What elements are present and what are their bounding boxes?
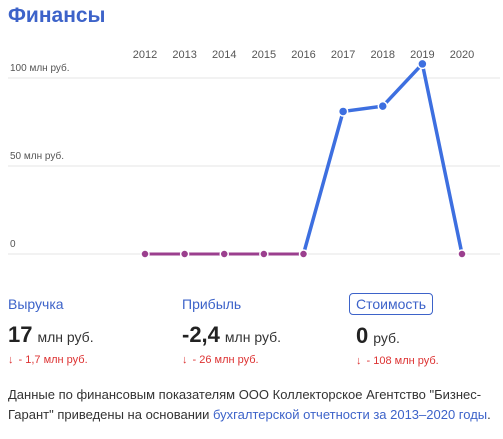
data-point[interactable]: [417, 58, 428, 70]
x-tick-label: 2015: [252, 49, 276, 61]
series-segment: [381, 62, 425, 108]
data-point[interactable]: [298, 249, 309, 259]
data-point[interactable]: [219, 249, 229, 259]
series-segment: [341, 104, 385, 114]
accounting-report-link[interactable]: бухгалтерской отчетности за 2013–2020 го…: [213, 407, 488, 422]
metric-profit-number: -2,4: [182, 322, 220, 347]
metric-revenue-delta: ↓ - 1,7 млн руб.: [8, 354, 94, 366]
metric-revenue-value: 17 млн руб.: [8, 322, 94, 348]
metric-cost-number: 0: [356, 323, 369, 348]
metric-value-cost: Стоимость 0 руб. ↓ - 108 млн руб.: [349, 293, 439, 367]
metric-profit-delta: ↓ - 26 млн руб.: [182, 354, 281, 366]
note-end: .: [487, 407, 491, 422]
y-tick-label: 50 млн руб.: [10, 150, 64, 162]
metric-profit-unit: млн руб.: [224, 329, 282, 345]
metric-cost-unit: руб.: [373, 330, 400, 346]
y-tick-label: 100 млн руб.: [10, 62, 70, 74]
metrics-row: Выручка 17 млн руб. ↓ - 1,7 млн руб. Прибы…: [0, 293, 503, 376]
x-tick-label: 2016: [291, 49, 315, 61]
metric-profit-delta-text: - 26 млн руб.: [192, 354, 259, 366]
data-point[interactable]: [179, 249, 190, 259]
metric-revenue-number: 17: [8, 322, 33, 347]
data-point[interactable]: [259, 249, 269, 259]
series-segment: [301, 109, 345, 256]
x-tick-label: 2013: [172, 49, 196, 61]
metric-revenue-label[interactable]: Выручка: [8, 296, 64, 312]
data-point[interactable]: [337, 106, 349, 117]
arrow-down-icon: ↓: [182, 354, 188, 366]
data-point[interactable]: [140, 249, 150, 259]
data-point[interactable]: [377, 100, 388, 112]
x-tick-label: 2019: [410, 49, 434, 61]
finance-chart: 100 млн руб.50 млн руб.0 2012 2013 2014 201…: [8, 49, 500, 259]
y-axis-labels: 100 млн руб. 50 млн руб. 0: [10, 62, 70, 250]
metric-revenue-unit: млн руб.: [37, 329, 94, 345]
data-source-note: Данные по финансовым показателям ООО Кол…: [8, 385, 496, 425]
metric-cost-tab[interactable]: Стоимость: [349, 293, 434, 315]
section-title: Финансы: [8, 4, 106, 27]
metric-revenue-delta-text: - 1,7 млн руб.: [18, 354, 88, 366]
x-tick-label: 2014: [212, 49, 236, 61]
arrow-down-icon: ↓: [356, 355, 362, 367]
metric-revenue: Выручка 17 млн руб. ↓ - 1,7 млн руб.: [8, 296, 94, 366]
metric-profit-label[interactable]: Прибыль: [182, 296, 242, 312]
metric-profit-value: -2,4 млн руб.: [182, 322, 281, 348]
x-axis-labels: 2012 2013 2014 2015 2016 2017 2018 2019 2020: [133, 49, 474, 61]
series-points: [140, 58, 467, 259]
x-tick-label: 2012: [133, 49, 157, 61]
y-tick-label: 0: [10, 239, 16, 250]
series-segment: [420, 62, 464, 256]
series-lines: [143, 62, 464, 256]
metric-cost-value: 0 руб.: [356, 323, 439, 349]
metric-cost-delta: ↓ - 108 млн руб.: [356, 355, 439, 367]
x-tick-label: 2017: [331, 49, 355, 61]
chart-grid: [8, 77, 500, 255]
data-point[interactable]: [457, 249, 467, 259]
x-tick-label: 2018: [371, 49, 395, 61]
x-tick-label: 2020: [450, 49, 474, 61]
arrow-down-icon: ↓: [8, 354, 14, 366]
metric-profit: Прибыль -2,4 млн руб. ↓ - 26 млн руб.: [182, 296, 281, 366]
metric-cost-delta-text: - 108 млн руб.: [366, 355, 439, 367]
note-text: Данные по финансовым показателям ООО Кол…: [8, 387, 482, 422]
